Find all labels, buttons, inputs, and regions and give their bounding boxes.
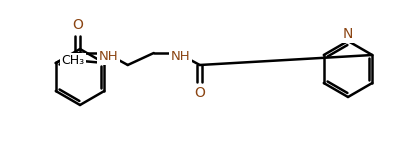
Text: O: O (194, 86, 205, 100)
Text: O: O (72, 18, 83, 32)
Text: NH: NH (171, 51, 191, 63)
Text: NH: NH (99, 51, 118, 63)
Text: N: N (343, 27, 353, 41)
Text: CH₃: CH₃ (62, 55, 85, 67)
